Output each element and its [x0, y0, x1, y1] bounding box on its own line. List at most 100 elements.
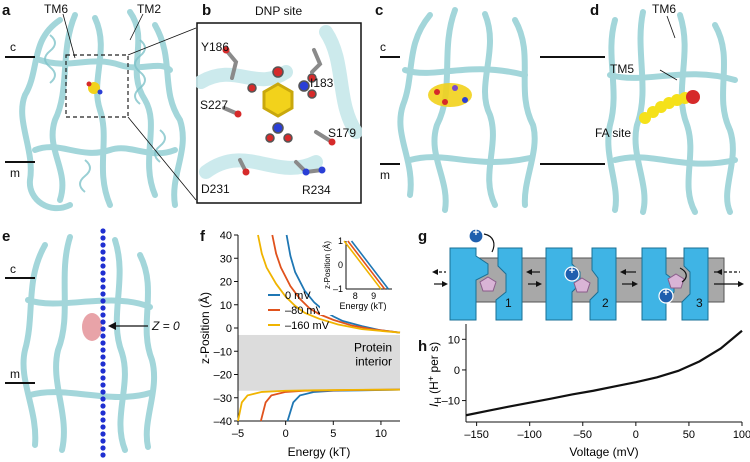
panel-letter-h: h [418, 338, 428, 355]
channel-state-3 [641, 247, 709, 321]
h-x-tick-label-1: –100 [517, 429, 541, 441]
protein-interior-label-line1: Protein [354, 340, 392, 354]
inset-x-tick-label-1: 9 [371, 291, 376, 301]
inset-series-2 [343, 240, 382, 290]
inset-y-axis-label: z-Position (Å) [323, 241, 332, 289]
f-x-tick-label-2: 5 [330, 428, 336, 440]
panel-e-c-label: c [10, 262, 16, 276]
residue-label-5: D231 [201, 182, 230, 196]
panel-a-m-label: m [10, 166, 20, 180]
panel-c-c-label: c [380, 40, 386, 54]
residue-label-3: I183 [310, 76, 334, 90]
h-x-tick-label-3: 0 [633, 429, 639, 441]
panel-letter-c: c [375, 2, 384, 19]
panel-a-structure [5, 9, 197, 212]
f-series-2-upper [257, 234, 401, 334]
f-y-tick-label-6: 20 [220, 277, 232, 289]
panel-a-c-label: c [10, 40, 16, 54]
inset-background [320, 233, 396, 315]
h-y-tick-label-1: 0 [454, 365, 460, 377]
f-x-axis-label: Energy (kT) [288, 445, 351, 459]
f-legend-label-2: –160 mV [285, 320, 330, 332]
pentagon-2 [573, 277, 591, 293]
inset-series-0 [350, 240, 389, 290]
panel-a-tm2-label: TM2 [137, 2, 161, 16]
residue-label-4: S179 [328, 126, 357, 140]
h-x-axis-label: Voltage (mV) [569, 445, 638, 459]
panel-e-z0-label: Z = 0 [152, 319, 180, 333]
protein-interior-label-line2: interior [355, 354, 392, 368]
inset-series-1 [347, 240, 386, 290]
f-legend-label-1: –80 mV [285, 305, 324, 317]
inset-x-tick-label-0: 8 [353, 291, 358, 301]
pentagon-3 [667, 273, 685, 289]
f-y-tick-label-7: 30 [220, 253, 232, 265]
panel-letter-b: b [202, 2, 212, 19]
panel-c-structure [380, 7, 538, 213]
h-x-tick-label-0: –150 [464, 429, 488, 441]
h-y-axis-label: IH (H+ per s) [426, 342, 443, 407]
panel-b-title: DNP site [255, 4, 303, 18]
panel-b-closeup [196, 22, 362, 204]
protein-interior-band [238, 334, 400, 391]
h-x-tick-label-2: –50 [574, 429, 592, 441]
residue-label-6: R234 [302, 183, 331, 197]
panel-a-ligand [86, 81, 103, 95]
inset-x-axis-label: Energy (kT) [339, 301, 386, 311]
channel-state-2 [545, 247, 617, 321]
f-x-tick-label-3: 10 [375, 428, 387, 440]
h-y-tick-label-0: –10 [442, 396, 460, 408]
panel-letter-g: g [418, 228, 428, 245]
h-current-curve [465, 329, 743, 417]
panel-letter-f: f [200, 228, 205, 245]
f-series-2-lower [237, 388, 401, 422]
z-axis-dots [100, 228, 106, 458]
h-y-tick-label-2: 10 [448, 334, 460, 346]
panel-d-tm6-label: TM6 [652, 2, 676, 16]
inset-y-tick-label-0: –1 [333, 284, 343, 294]
f-y-axis-label: z-Position (Å) [197, 292, 212, 364]
panel-d-structure [605, 9, 738, 215]
inset-y-tick-label-2: 1 [338, 236, 343, 246]
residue-label-1: Y186 [201, 40, 230, 54]
f-y-tick-label-2: –20 [214, 370, 232, 382]
f-series-1-upper [271, 234, 401, 334]
panel-c-ligand-cluster [428, 83, 472, 107]
panel-d-fa-chain [639, 90, 700, 124]
channel-number-1: 1 [505, 296, 512, 310]
f-y-tick-label-3: –10 [214, 346, 232, 358]
proton-markers [468, 228, 674, 304]
residue-label-2: S227 [200, 98, 229, 112]
inset-y-tick-label-1: 0 [338, 260, 343, 270]
h-x-tick-label-5: 100 [733, 429, 750, 441]
f-y-tick-label-4: 0 [226, 323, 232, 335]
panel-d-tm5-label: TM5 [610, 62, 634, 76]
panel-letter-d: d [590, 2, 600, 19]
f-y-tick-label-5: 10 [220, 300, 232, 312]
f-y-tick-label-8: 40 [220, 230, 232, 242]
panel-b-dnp-ligand [247, 66, 317, 143]
f-y-tick-label-1: –30 [214, 393, 232, 405]
panel-e-structure [5, 228, 158, 458]
panel-letter-e: e [2, 228, 11, 245]
panel-a-zoom-box [65, 54, 129, 118]
panel-d-fa-site-label: FA site [595, 126, 632, 140]
h-x-tick-label-4: 50 [683, 429, 695, 441]
channel-number-2: 2 [602, 296, 609, 310]
panel-c-m-label: m [380, 168, 390, 182]
membrane-lines-cd [540, 56, 605, 165]
panel-a-tm6-label: TM6 [44, 2, 68, 16]
panel-e-m-label: m [10, 367, 20, 381]
f-y-tick-label-0: –40 [214, 416, 232, 428]
f-series-0-lower [286, 388, 401, 422]
channel-state-1 [449, 247, 523, 321]
f-x-tick-label-0: –5 [232, 428, 244, 440]
proton-plus-1: + [472, 227, 480, 239]
channel-number-3: 3 [696, 296, 703, 310]
proton-plus-3: + [662, 287, 670, 299]
panel-letter-a: a [2, 2, 11, 19]
panel-e-ligand [82, 313, 102, 341]
pentagon-1 [479, 276, 497, 292]
